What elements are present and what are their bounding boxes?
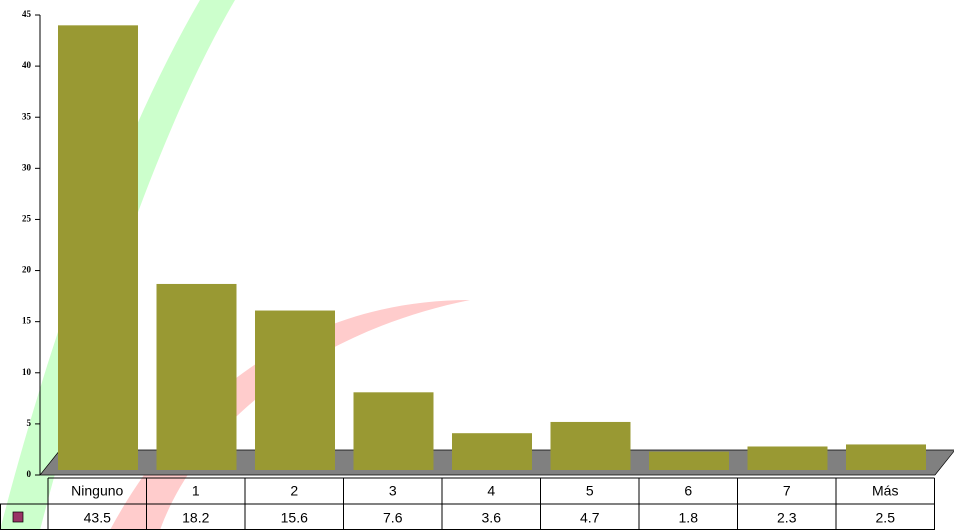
x-tick-label: 4 — [487, 483, 495, 499]
value-label: 1.8 — [679, 510, 699, 526]
value-label: 2.5 — [876, 510, 896, 526]
y-tick-label: 20 — [22, 265, 32, 275]
bar — [649, 451, 729, 470]
bar — [846, 444, 926, 470]
value-label: 7.6 — [383, 510, 403, 526]
x-tick-label: Ninguno — [71, 483, 123, 499]
value-label: 2.3 — [777, 510, 797, 526]
x-tick-label: 1 — [192, 483, 200, 499]
y-tick-label: 30 — [22, 162, 32, 172]
bar — [747, 446, 828, 470]
x-tick-label: 3 — [389, 483, 397, 499]
value-label: 18.2 — [182, 510, 209, 526]
x-tick-label: 6 — [684, 483, 692, 499]
bar — [452, 433, 532, 470]
legend-swatch — [12, 511, 24, 523]
x-tick-label: 5 — [586, 483, 594, 499]
y-tick-label: 5 — [27, 418, 32, 428]
y-tick-label: 0 — [27, 469, 32, 479]
bar — [550, 421, 631, 470]
x-tick-label: 2 — [290, 483, 298, 499]
value-label: 3.6 — [482, 510, 502, 526]
value-label: 15.6 — [281, 510, 308, 526]
bar — [58, 25, 138, 470]
value-label: 43.5 — [84, 510, 111, 526]
x-tick-label: 7 — [783, 483, 791, 499]
bar — [255, 310, 335, 470]
x-tick-label: Más — [872, 483, 898, 499]
y-tick-label: 25 — [22, 214, 32, 224]
value-label: 4.7 — [580, 510, 600, 526]
y-tick-label: 15 — [22, 316, 32, 326]
y-tick-label: 35 — [22, 111, 32, 121]
y-tick-label: 10 — [22, 367, 32, 377]
bar — [156, 283, 237, 470]
y-tick-label: 45 — [22, 9, 32, 19]
bar — [353, 392, 434, 470]
y-tick-label: 40 — [22, 60, 32, 70]
